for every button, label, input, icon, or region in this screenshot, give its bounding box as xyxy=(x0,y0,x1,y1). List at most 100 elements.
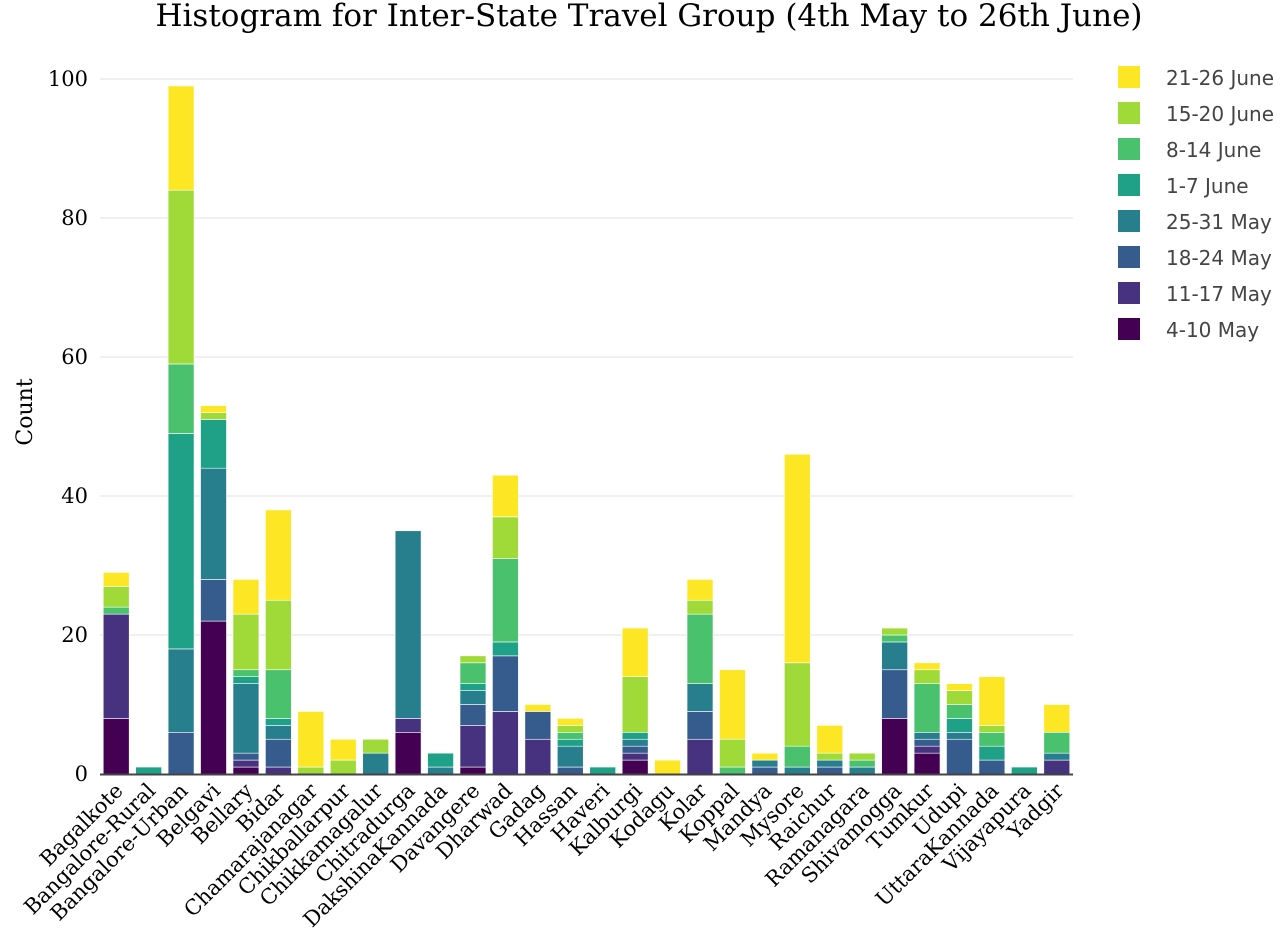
bar-segment xyxy=(848,759,876,768)
bar-segment xyxy=(427,752,454,768)
bar-segment xyxy=(232,613,260,671)
bar-segment xyxy=(686,599,714,615)
bar-segment xyxy=(881,718,908,775)
bar-segment xyxy=(492,474,519,518)
bar-segment xyxy=(1011,766,1038,775)
bar-segment xyxy=(232,579,260,615)
bar-segment xyxy=(589,766,616,775)
bar-segment xyxy=(751,752,779,761)
bar-segment xyxy=(784,745,811,768)
bar-segment xyxy=(621,752,649,761)
bar-segment xyxy=(167,433,195,650)
legend-swatch xyxy=(1118,174,1140,196)
legend-swatch xyxy=(1118,282,1140,304)
bar-segment xyxy=(621,745,649,754)
bar-segment xyxy=(524,704,552,712)
legend-label: 4-10 May xyxy=(1166,318,1259,342)
bar-segment xyxy=(265,766,292,775)
y-axis: 0 20 40 60 80 100 xyxy=(48,67,88,786)
bar-segment xyxy=(329,738,357,761)
x-axis: BagalkoteBangalore-RuralBangalore-UrbanB… xyxy=(19,778,1069,932)
bar-segment xyxy=(686,613,714,684)
bar-segment xyxy=(265,738,292,768)
bar-segment xyxy=(394,718,422,733)
bar-segment xyxy=(297,711,325,768)
bar-segment xyxy=(751,759,779,768)
bar-segment xyxy=(1043,731,1071,754)
bar-segment xyxy=(102,613,130,719)
bar-segment xyxy=(102,572,130,587)
bar-segment xyxy=(946,738,973,775)
bar-segment xyxy=(102,718,130,775)
bar-segment xyxy=(557,766,584,775)
bar-segment xyxy=(1043,752,1071,761)
y-axis-label: Count xyxy=(13,378,38,445)
bar-segment xyxy=(784,662,811,747)
bar-segment xyxy=(848,766,876,775)
y-tick-label: 100 xyxy=(48,67,88,91)
bar-segment xyxy=(913,731,941,740)
bar-segment xyxy=(719,669,746,740)
bar-segment xyxy=(102,606,130,615)
bar-segment xyxy=(459,655,487,664)
bar-segment xyxy=(621,731,649,740)
bars xyxy=(102,85,1071,775)
bar-segment xyxy=(621,627,649,677)
legend-swatch xyxy=(1118,138,1140,160)
bar-segment xyxy=(265,509,292,601)
bar-segment xyxy=(394,731,422,775)
gridlines xyxy=(100,78,1073,636)
bar-segment xyxy=(265,599,292,671)
bar-segment xyxy=(167,85,195,191)
bar-segment xyxy=(946,690,973,705)
bar-segment xyxy=(524,711,552,740)
bar-segment xyxy=(167,648,195,733)
bar-segment xyxy=(459,683,487,691)
bar-segment xyxy=(459,662,487,684)
bar-segment xyxy=(492,641,519,657)
bar-segment xyxy=(167,363,195,434)
legend-label: 1-7 June xyxy=(1166,174,1249,198)
bar-segment xyxy=(200,412,227,420)
bar-segment xyxy=(232,759,260,768)
bar-segment xyxy=(978,759,1006,775)
bar-segment xyxy=(719,766,746,775)
bar-segment xyxy=(492,711,519,775)
bar-segment xyxy=(881,634,908,643)
bar-segment xyxy=(329,759,357,775)
y-tick-label: 80 xyxy=(61,206,88,230)
bar-segment xyxy=(816,725,844,754)
legend-label: 18-24 May xyxy=(1166,246,1272,270)
bar-segment xyxy=(881,641,908,671)
bar-segment xyxy=(232,766,260,775)
y-tick-label: 20 xyxy=(61,623,88,647)
bar-segment xyxy=(265,718,292,726)
bar-segment xyxy=(200,405,227,413)
bar-segment xyxy=(394,530,422,719)
legend-label: 21-26 June xyxy=(1166,66,1274,90)
bar-segment xyxy=(719,738,746,768)
bar-segment xyxy=(459,704,487,726)
chart-title: Histogram for Inter-State Travel Group (… xyxy=(155,0,1142,34)
bar-segment xyxy=(557,725,584,733)
legend-swatch xyxy=(1118,210,1140,232)
legend-swatch xyxy=(1118,102,1140,124)
bar-segment xyxy=(784,766,811,775)
bar-segment xyxy=(816,759,844,768)
bar-segment xyxy=(881,627,908,636)
legend-swatch xyxy=(1118,318,1140,340)
bar-segment xyxy=(913,669,941,684)
bar-segment xyxy=(362,738,389,754)
bar-segment xyxy=(297,766,325,775)
bar-segment xyxy=(200,467,227,580)
bar-segment xyxy=(621,738,649,747)
bar-segment xyxy=(459,725,487,768)
bar-segment xyxy=(686,579,714,601)
bar-segment xyxy=(135,766,162,775)
bar-segment xyxy=(946,704,973,719)
bar-segment xyxy=(621,676,649,733)
bar-segment xyxy=(200,579,227,622)
bar-segment xyxy=(524,738,552,775)
y-tick-label: 0 xyxy=(75,762,88,786)
